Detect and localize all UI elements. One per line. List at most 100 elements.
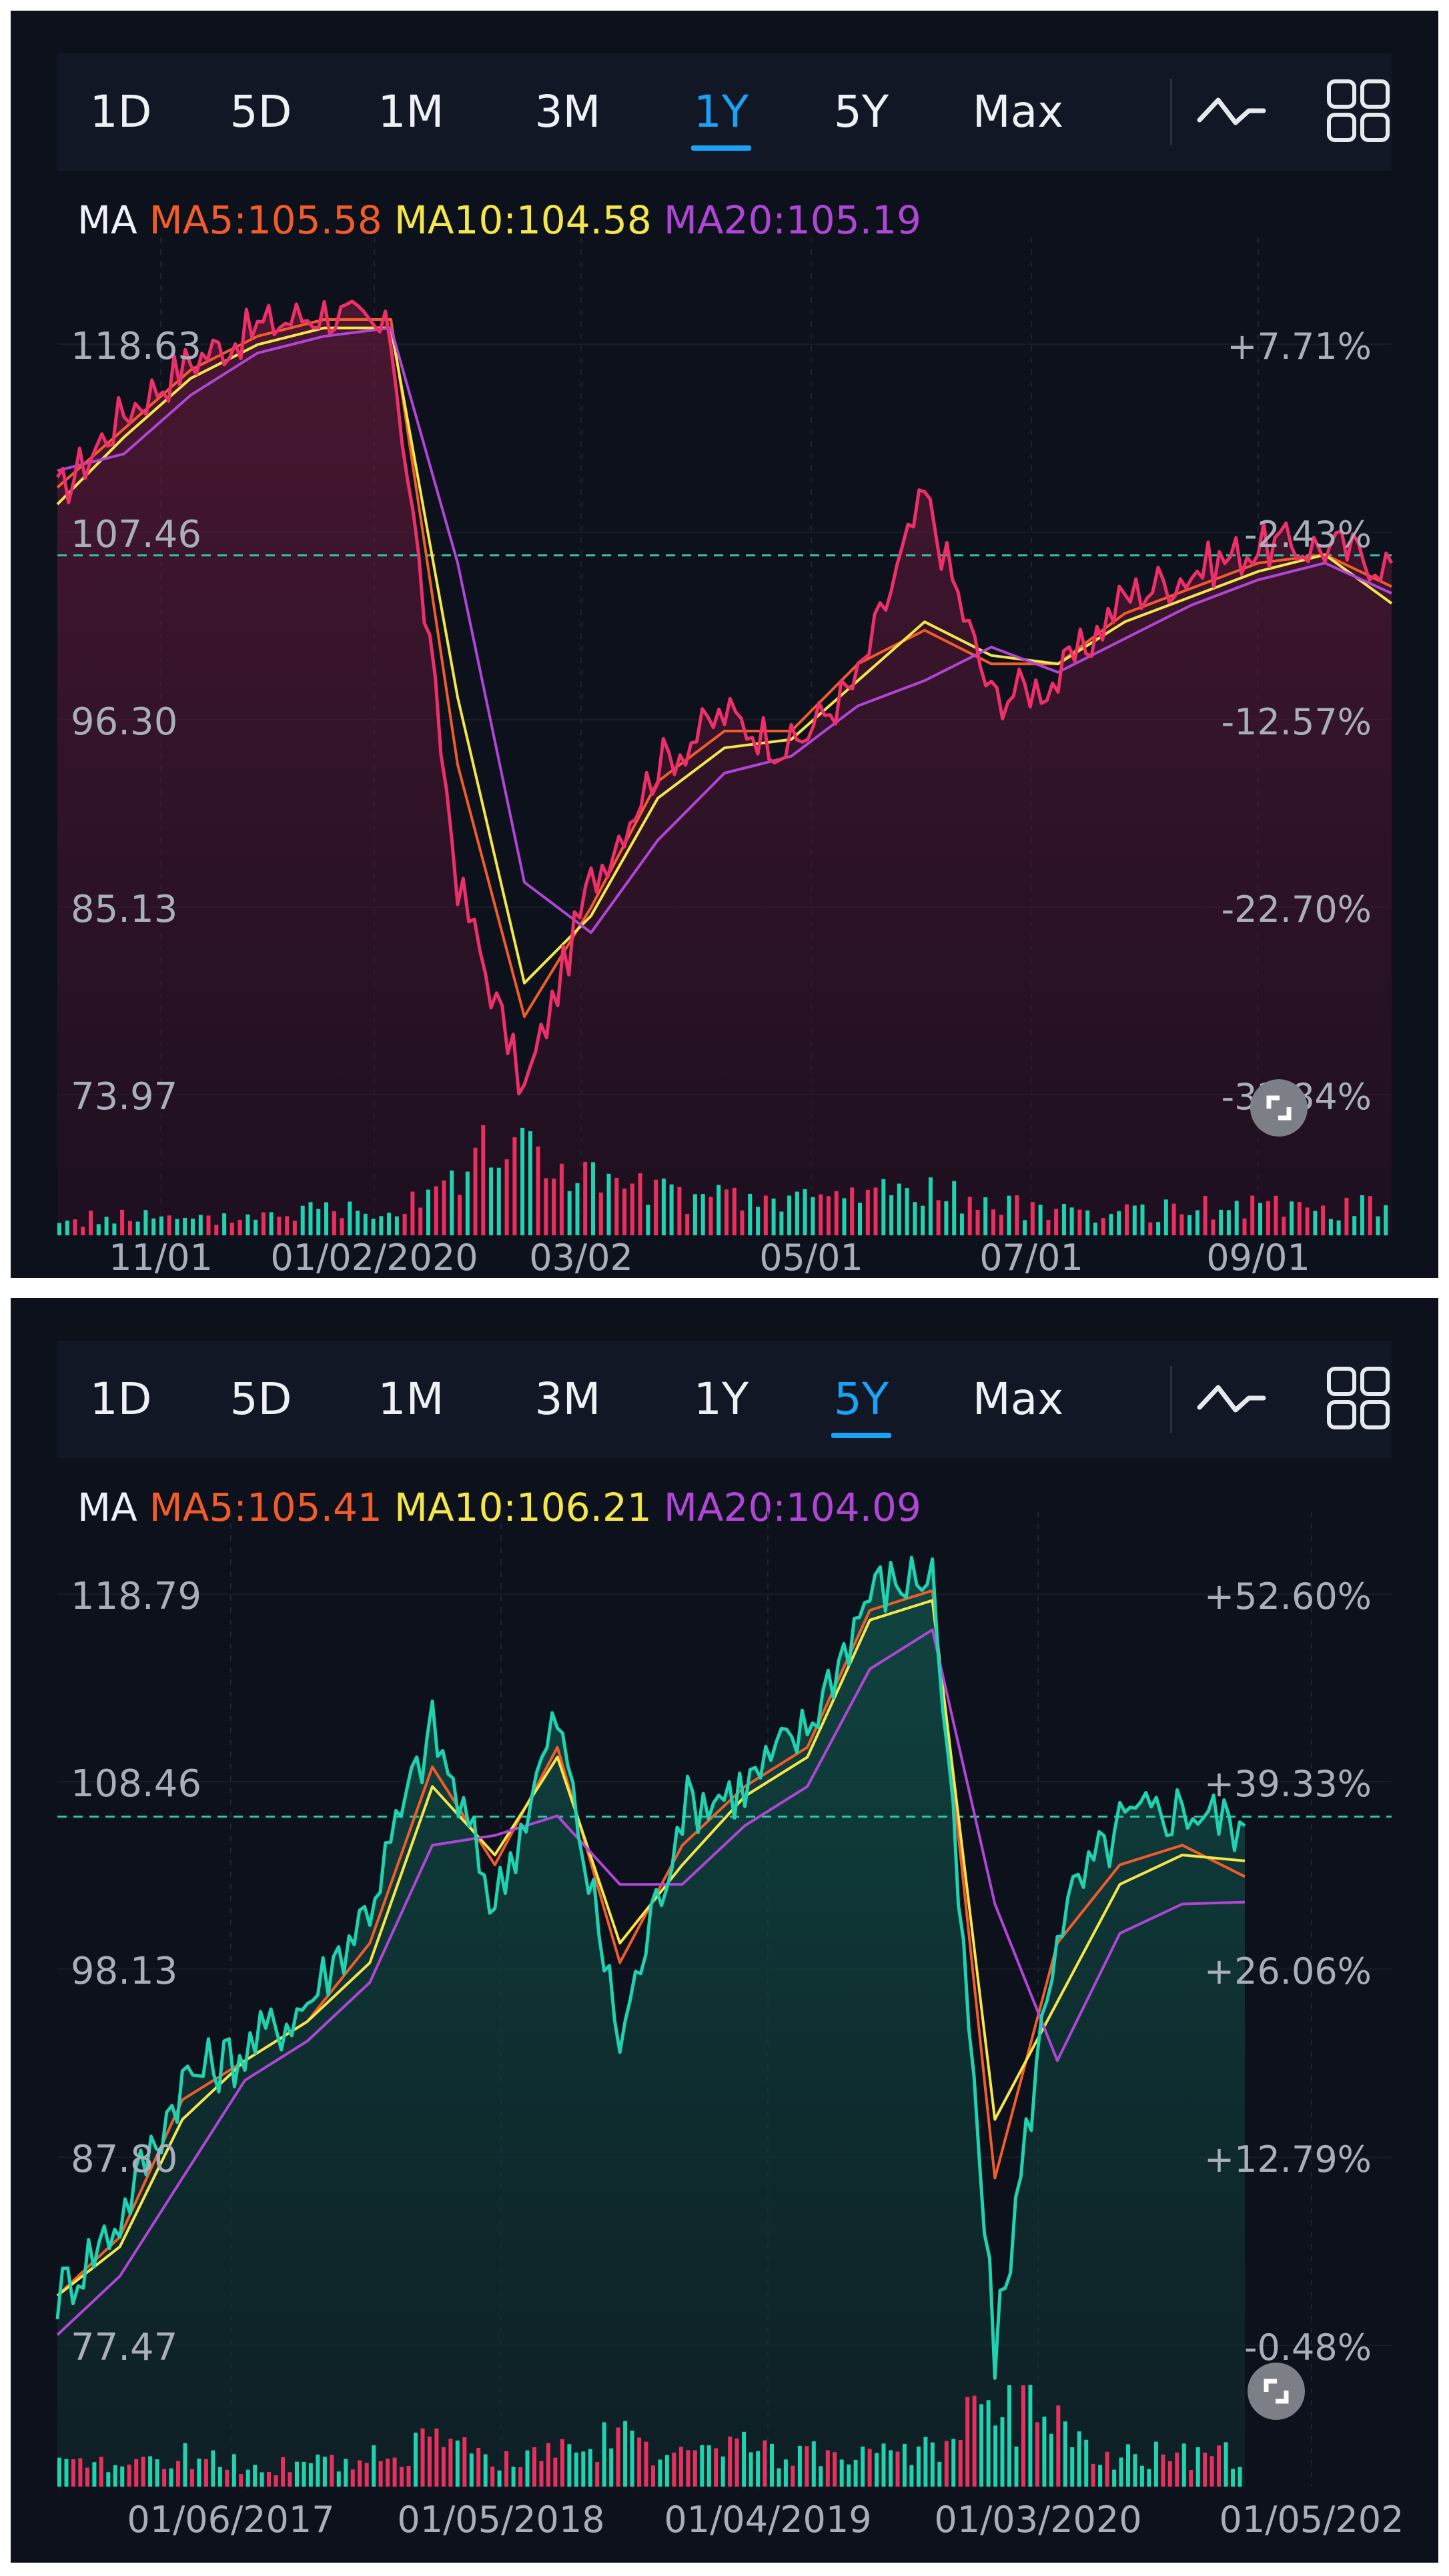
- volume-bar: [1054, 1209, 1059, 1235]
- tab-5d[interactable]: 5D: [229, 1373, 292, 1425]
- volume-bar: [1282, 1217, 1286, 1235]
- tab-1d[interactable]: 1D: [89, 1373, 152, 1425]
- tab-1m[interactable]: 1M: [378, 1373, 444, 1425]
- volume-bar: [330, 2455, 334, 2487]
- volume-bar: [141, 2457, 145, 2487]
- volume-bar: [716, 1185, 721, 1235]
- volume-bar: [811, 1197, 815, 1235]
- volume-bar: [1139, 2465, 1144, 2487]
- percent-tick-label: +52.60%: [1204, 1575, 1372, 1618]
- volume-bar: [392, 2457, 397, 2487]
- volume-bar: [183, 1217, 187, 1235]
- volume-bar: [602, 2422, 606, 2487]
- tab-1d[interactable]: 1D: [89, 86, 152, 137]
- expand-icon[interactable]: [1248, 2363, 1305, 2420]
- volume-bar: [1368, 1196, 1372, 1235]
- volume-bar: [277, 1217, 282, 1235]
- grid-icon[interactable]: [1312, 53, 1405, 171]
- volume-bar: [740, 1210, 745, 1235]
- volume-bar: [1153, 2441, 1158, 2487]
- volume-bar: [379, 1216, 384, 1235]
- volume-bar: [348, 1201, 352, 1235]
- volume-bar: [292, 1221, 297, 1235]
- ma20-value: MA20:105.19: [663, 197, 921, 243]
- volume-bar: [1187, 1215, 1192, 1235]
- series-line-ma20: [56, 1628, 1246, 2336]
- volume-bar: [1117, 1211, 1121, 1235]
- volume-bar: [231, 2454, 236, 2487]
- volume-bar: [972, 2395, 977, 2487]
- x-tick-label: 03/02: [529, 1237, 633, 1278]
- price-chart-5y[interactable]: 118.79 108.46 98.13 87.80 77.47 +52.60% +39.33…: [11, 1298, 1438, 2563]
- tab-1y[interactable]: 1Y: [693, 1373, 749, 1425]
- volume-bar: [237, 1220, 242, 1235]
- volume-bar: [819, 1194, 823, 1235]
- volume-bar: [999, 1215, 1003, 1235]
- tab-1m[interactable]: 1M: [378, 86, 444, 137]
- tab-3m[interactable]: 3M: [534, 1373, 601, 1425]
- volume-bar: [371, 1219, 376, 1235]
- volume-bar: [302, 2461, 306, 2487]
- volume-bar: [336, 2471, 341, 2487]
- line-chart-icon[interactable]: [1185, 1341, 1278, 1458]
- volume-bar: [120, 2466, 125, 2487]
- volume-bar: [1360, 1195, 1364, 1235]
- volume-bar: [756, 2451, 761, 2487]
- tab-1y[interactable]: 1Y: [684, 53, 758, 171]
- y-tick-label: 98.13: [71, 1950, 177, 1993]
- line-chart-icon[interactable]: [1185, 53, 1278, 171]
- tab-5y[interactable]: 5Y: [833, 86, 889, 137]
- volume-bar: [787, 1195, 792, 1235]
- tab-5d[interactable]: 5D: [229, 86, 292, 137]
- volume-bar: [658, 2459, 662, 2487]
- volume-bar: [476, 2448, 481, 2487]
- percent-tick-label: -2.43%: [1244, 514, 1372, 556]
- tab-max[interactable]: Max: [972, 86, 1064, 137]
- volume-bar: [921, 1205, 925, 1235]
- volume-bar: [575, 1183, 580, 1235]
- volume-bar: [623, 2421, 628, 2487]
- volume-bar: [1014, 2446, 1019, 2487]
- volume-bar: [127, 1221, 132, 1235]
- volume-bar: [92, 2462, 97, 2487]
- volume-bar: [106, 2472, 111, 2487]
- tab-5y[interactable]: 5Y: [825, 1341, 898, 1458]
- volume-bar: [1077, 1209, 1082, 1235]
- volume-bar: [873, 1187, 878, 1235]
- volume-bar: [120, 1209, 125, 1235]
- volume-bar: [285, 1216, 290, 1235]
- volume-bar: [169, 2468, 173, 2487]
- tab-3m[interactable]: 3M: [534, 86, 601, 137]
- volume-bar: [728, 2437, 733, 2487]
- volume-bar: [1061, 1204, 1066, 1235]
- volume-bar: [316, 2455, 320, 2487]
- expand-icon[interactable]: [1250, 1079, 1308, 1137]
- volume-bar: [958, 2440, 963, 2487]
- volume-bar: [434, 1186, 438, 1235]
- volume-bar: [1126, 2444, 1130, 2487]
- ma20-value: MA20:104.09: [663, 1485, 921, 1530]
- volume-bar: [65, 1220, 69, 1235]
- volume-bar: [909, 2465, 914, 2487]
- volume-bar: [748, 1193, 753, 1235]
- volume-bar: [162, 2469, 167, 2487]
- volume-bar: [426, 1189, 430, 1235]
- volume-bar: [364, 2463, 369, 2487]
- volume-bar: [700, 2445, 704, 2487]
- volume-bar: [469, 2453, 474, 2487]
- volume-bar: [803, 1189, 807, 1235]
- volume-bar: [560, 2439, 564, 2487]
- volume-bar: [1234, 1201, 1239, 1235]
- grid-icon[interactable]: [1312, 1341, 1405, 1458]
- volume-bar: [1231, 2469, 1236, 2487]
- volume-bar: [465, 1171, 470, 1235]
- volume-bar: [1038, 1205, 1043, 1235]
- volume-bar: [842, 1198, 847, 1235]
- volume-bar: [763, 2440, 767, 2487]
- volume-bar: [1305, 1207, 1310, 1235]
- volume-bar: [839, 2459, 844, 2487]
- volume-bar: [358, 2460, 362, 2487]
- price-chart-1y[interactable]: 118.63 107.46 96.30 85.13 73.97 +7.71% -2.43% -…: [11, 11, 1438, 1278]
- tab-max[interactable]: Max: [972, 1373, 1064, 1425]
- volume-bar: [197, 2459, 201, 2487]
